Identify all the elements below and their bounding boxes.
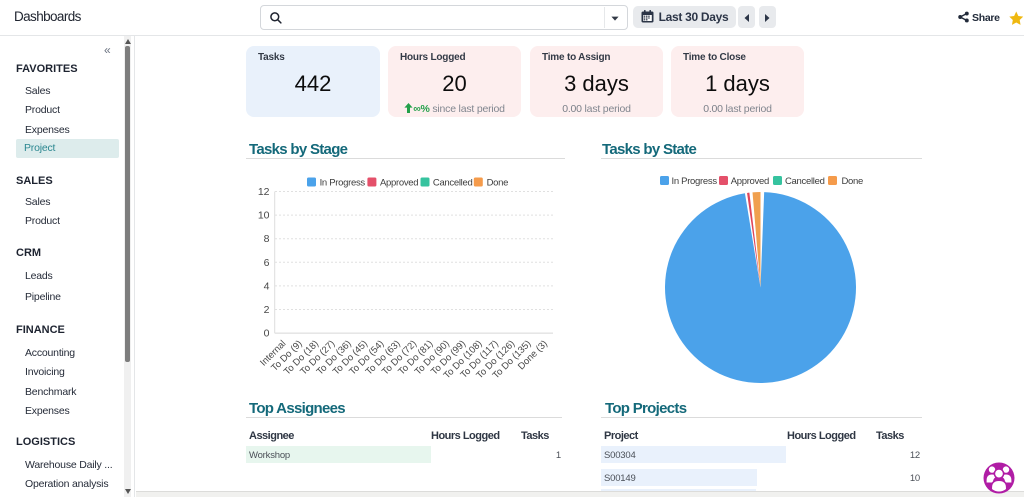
- svg-text:Done: Done: [842, 176, 864, 187]
- svg-text:Approved: Approved: [731, 176, 769, 187]
- svg-text:8: 8: [264, 233, 270, 245]
- svg-text:2: 2: [264, 304, 270, 316]
- svg-text:Cancelled: Cancelled: [785, 176, 825, 187]
- svg-text:6: 6: [264, 257, 270, 269]
- svg-text:0: 0: [264, 328, 270, 340]
- svg-text:10: 10: [258, 210, 270, 222]
- svg-text:4: 4: [264, 280, 270, 292]
- svg-text:Cancelled: Cancelled: [433, 178, 473, 189]
- svg-text:Approved: Approved: [380, 178, 418, 189]
- svg-text:In Progress: In Progress: [672, 176, 718, 187]
- svg-text:12: 12: [258, 186, 270, 198]
- svg-text:In Progress: In Progress: [320, 178, 366, 189]
- svg-text:Done: Done: [487, 178, 509, 189]
